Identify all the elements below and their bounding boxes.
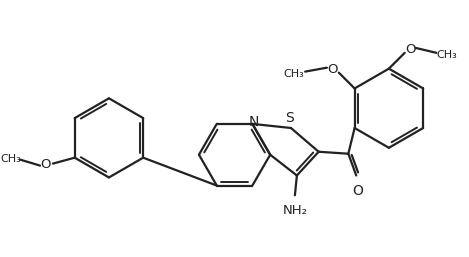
Text: S: S: [286, 111, 295, 125]
Text: CH₃: CH₃: [283, 69, 303, 79]
Text: O: O: [41, 158, 51, 171]
Text: NH₂: NH₂: [282, 204, 307, 217]
Text: O: O: [352, 184, 363, 198]
Text: O: O: [328, 63, 338, 76]
Text: N: N: [248, 115, 258, 129]
Text: CH₃: CH₃: [0, 154, 21, 164]
Text: CH₃: CH₃: [437, 50, 458, 60]
Text: O: O: [405, 43, 416, 56]
